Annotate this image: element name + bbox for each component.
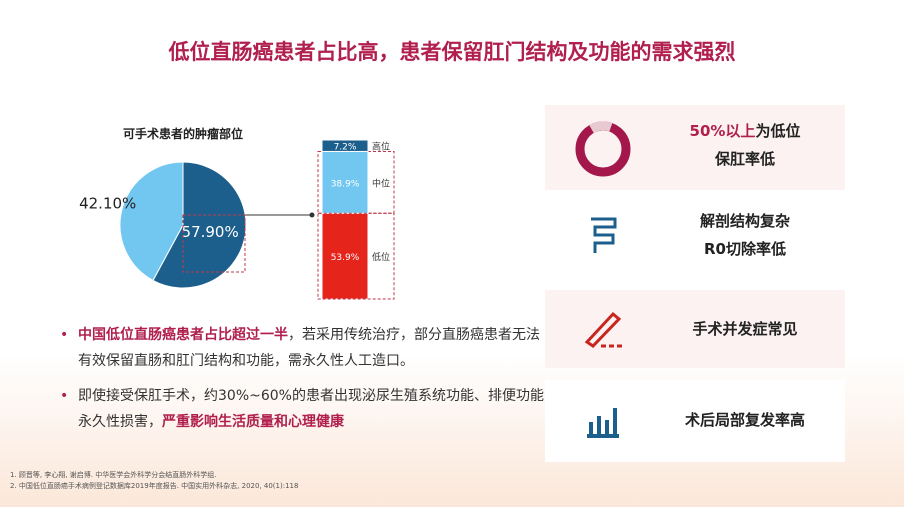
- text: 解剖结构复杂: [699, 212, 790, 230]
- text: 手术并发症常见: [692, 320, 798, 338]
- text: ，若采用传统治疗，部分直肠癌患者无法有效保留直肠和肛门结构和功能，需永久性人工造…: [78, 327, 540, 369]
- bar-segment: [321, 150, 369, 214]
- text: 为低位: [755, 122, 801, 140]
- value-label: 53.9%: [331, 253, 360, 263]
- point: 50%以上为低位保肛率低: [645, 117, 845, 173]
- text: 即使接受保肛手术，约30%~60%的患者出现泌尿生殖系统功能、排便功能永久性损害…: [78, 388, 544, 430]
- legend-label: 低位: [372, 251, 390, 263]
- bullet: 中国低位直肠癌患者占比超过一半，若采用传统治疗，部分直肠癌患者无法有效保留直肠和…: [60, 322, 548, 374]
- connector-dot: [309, 212, 315, 218]
- bar-segment: [321, 139, 369, 152]
- point-box: 手术并发症常见: [545, 290, 845, 368]
- legend-label: 高位: [372, 141, 390, 153]
- emph: 50%以上: [689, 122, 756, 140]
- bullet: 即使接受保肛手术，约30%~60%的患者出现泌尿生殖系统功能、排便功能永久性损害…: [60, 383, 548, 435]
- point: 术后局部复发率高: [645, 406, 845, 434]
- legend-label: 中位: [372, 177, 390, 189]
- point-box: 解剖结构复杂 R0切除率低: [545, 195, 845, 275]
- chart-icon: [587, 408, 619, 438]
- highlight-box: [182, 214, 246, 273]
- value-label: 57.90%: [182, 223, 239, 241]
- pie-slice: [152, 161, 247, 289]
- reference: 2. 中国低位直肠癌手术病例登记数据库2019年度报告. 中国实用外科杂志, 2…: [10, 482, 299, 490]
- scalpel-icon: [584, 311, 623, 348]
- reference: 1. 顾晋等, 李心翔, 谢启博. 中华医学会外科学分会结直肠外科学组.: [10, 471, 217, 479]
- value-label: 7.2%: [334, 143, 357, 153]
- value-label: 38.9%: [331, 179, 360, 189]
- point-box: 术后局部复发率高: [545, 380, 845, 462]
- pie-slice: [119, 161, 184, 282]
- text: R0切除率低: [704, 240, 786, 258]
- point: 手术并发症常见: [645, 315, 845, 343]
- charts: 可手术患者的肿瘤部位 57.90% 42.10% 53.9% 低位 38.9% 中位 7.2…: [79, 126, 395, 300]
- text: 术后局部复发率高: [684, 411, 805, 429]
- text: 保肛率低: [714, 150, 775, 168]
- donut-icon: [575, 121, 631, 177]
- highlight: 严重影响生活质量和心理健康: [162, 414, 344, 430]
- slide-title: 低位直肠癌患者占比高，患者保留肛门结构及功能的需求强烈: [168, 40, 736, 64]
- pie-title: 可手术患者的肿瘤部位: [123, 126, 243, 141]
- point-box: 50%以上为低位保肛率低: [545, 105, 845, 190]
- point: 解剖结构复杂 R0切除率低: [645, 207, 845, 263]
- intestine-icon: [591, 217, 617, 253]
- value-label: 42.10%: [79, 194, 136, 212]
- highlight: 中国低位直肠癌患者占比超过一半: [78, 327, 288, 343]
